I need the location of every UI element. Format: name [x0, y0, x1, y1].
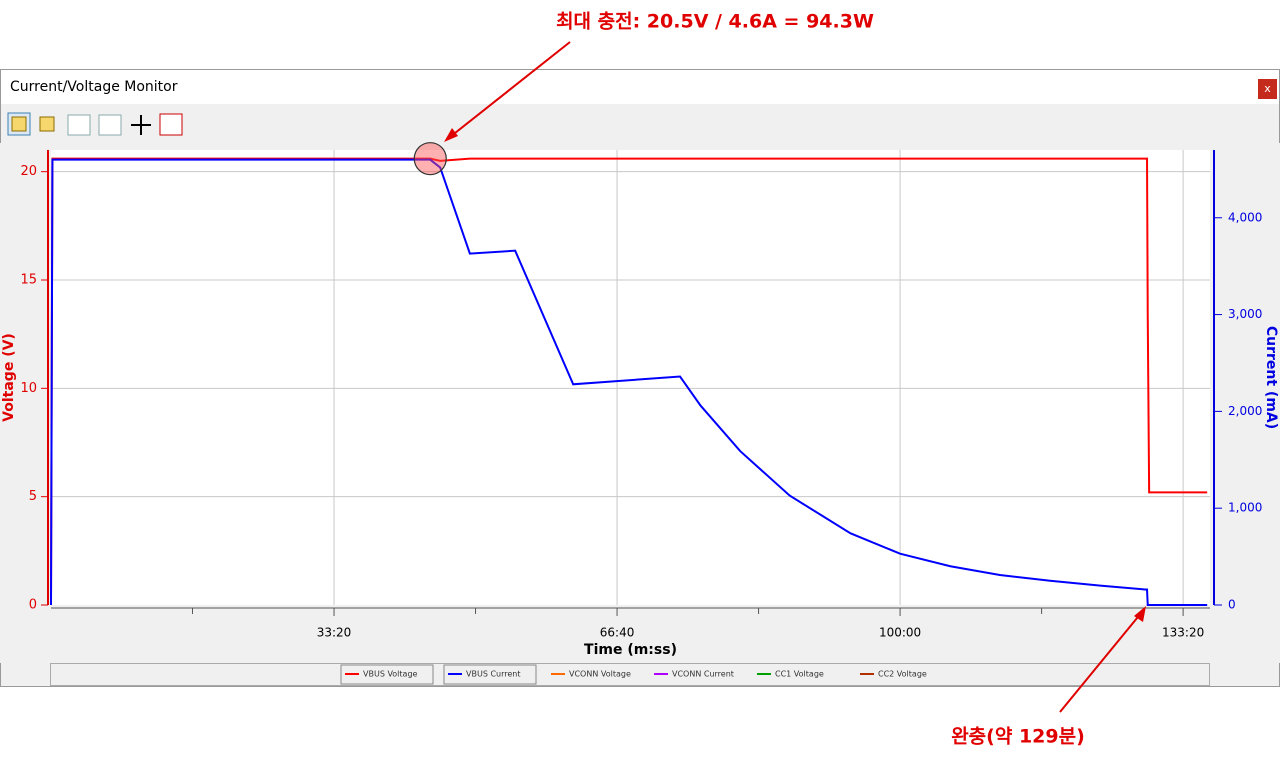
x-tick-label: 133:20 — [1162, 626, 1204, 640]
series-line — [50, 157, 1208, 606]
legend-frame — [443, 664, 537, 685]
series-line — [50, 158, 1208, 606]
legend-label: VBUS Current — [466, 670, 520, 679]
tool-save[interactable] — [39, 116, 55, 132]
chart: 33:20 66:40 100:00 133:20 Time (m:ss) 0 5 10 15 2… — [1, 142, 1279, 685]
arrow-head — [1134, 606, 1146, 622]
legend-label: VCONN Current — [672, 670, 734, 679]
x-axis-label: Time (m:ss) — [584, 642, 677, 658]
y2-tick-label: 0 — [1228, 598, 1236, 612]
legend-frame — [340, 664, 434, 685]
legend-label: CC1 Voltage — [775, 670, 824, 679]
y2-tick-label: 1,000 — [1228, 501, 1262, 515]
y2-tick-label: 3,000 — [1228, 307, 1262, 321]
tool-open-icon — [11, 116, 27, 132]
close-label[interactable]: x — [1264, 82, 1271, 95]
toolbar — [7, 112, 183, 136]
legend-label: VCONN Voltage — [569, 670, 631, 679]
arrow — [1059, 611, 1143, 713]
tool-settings[interactable] — [159, 113, 183, 136]
window-title: Current/Voltage Monitor — [10, 79, 178, 95]
legend-label: CC2 Voltage — [878, 670, 927, 679]
annotation-max: 최대 충전: 20.5V / 4.6A = 94.3W — [556, 11, 874, 33]
x-tick-label: 33:20 — [317, 626, 352, 640]
legend-label: VBUS Voltage — [363, 670, 418, 679]
y-axis-label: Voltage (V) — [1, 333, 17, 422]
legend — [50, 663, 1210, 686]
plot-area — [51, 150, 1210, 605]
arrow — [449, 41, 571, 138]
x-tick-label: 66:40 — [600, 626, 635, 640]
x-tick-label: 100:00 — [879, 626, 921, 640]
tool-cursor[interactable] — [131, 115, 151, 135]
tool-zoom-fit[interactable] — [98, 114, 122, 136]
annotation-full: 완충(약 129분) — [951, 726, 1085, 748]
y-tick-label: 20 — [20, 164, 37, 179]
highlight — [413, 142, 447, 176]
y2-tick-label: 2,000 — [1228, 404, 1262, 418]
arrow-head — [444, 128, 458, 142]
y-tick-label: 5 — [29, 489, 37, 504]
close-button[interactable] — [1258, 79, 1277, 99]
tool-zoom-in[interactable] — [67, 114, 91, 136]
y-tick-label: 0 — [29, 598, 37, 613]
y2-tick-label: 4,000 — [1228, 210, 1262, 224]
y-tick-label: 10 — [20, 381, 37, 396]
y2-axis-label: Current (mA) — [1263, 326, 1279, 429]
y-tick-label: 15 — [20, 273, 37, 288]
title-bar — [1, 70, 1279, 104]
